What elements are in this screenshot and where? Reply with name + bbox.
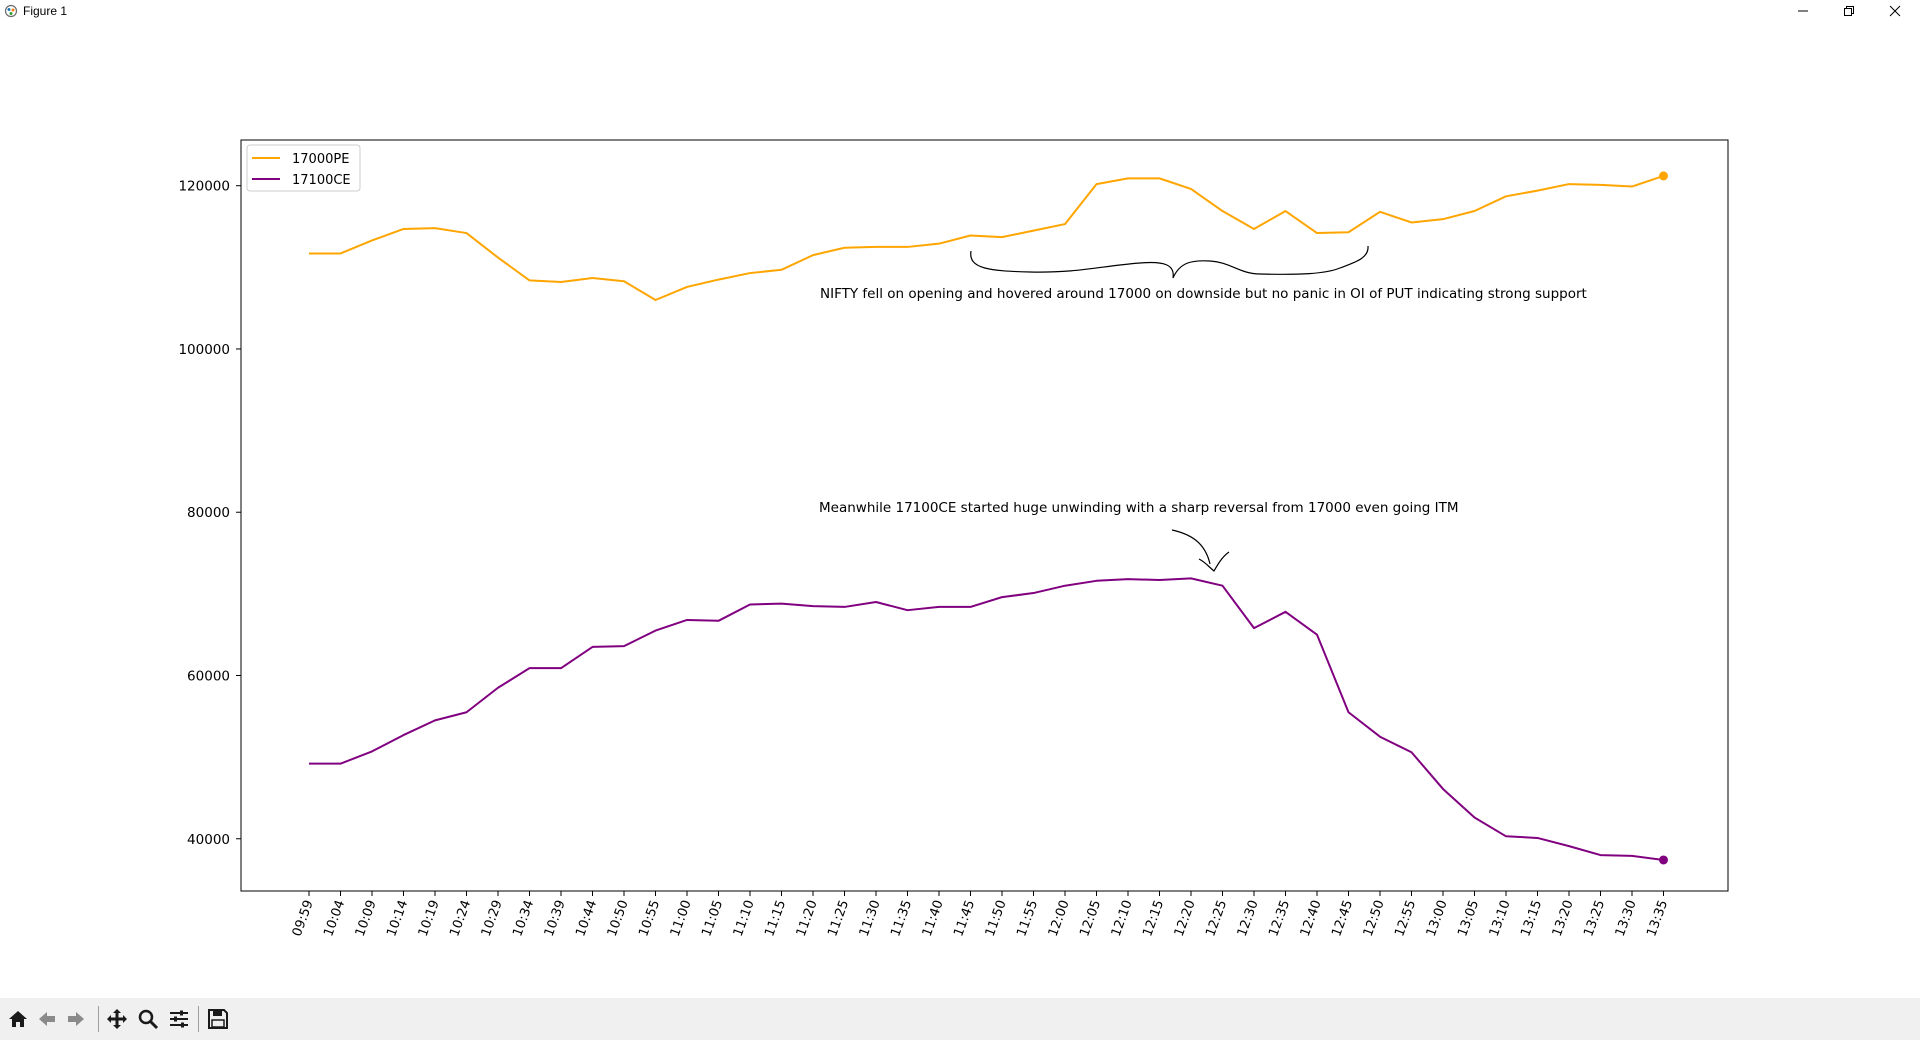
minimize-button[interactable]	[1780, 0, 1826, 22]
y-tick-label: 120000	[178, 179, 230, 195]
legend-label-17100ce: 17100CE	[292, 173, 351, 188]
x-tick-label: 12:40	[1298, 898, 1325, 938]
x-tick-label: 11:10	[731, 898, 758, 938]
x-tick-label: 12:45	[1329, 898, 1356, 938]
x-tick-label: 11:55	[1014, 898, 1041, 938]
series-line-17100ce	[309, 577, 1664, 861]
annotation-put-support: NIFTY fell on opening and hovered around…	[820, 286, 1587, 302]
forward-button[interactable]	[62, 1005, 90, 1033]
arrow-right-icon	[68, 1012, 84, 1026]
toolbar-separator	[98, 1006, 99, 1032]
floppy-disk-icon	[208, 1009, 228, 1029]
x-tick-label: 12:00	[1046, 898, 1073, 938]
x-tick-label: 11:40	[920, 898, 947, 938]
x-tick-label: 10:50	[605, 898, 632, 938]
x-tick-label: 10:04	[321, 898, 348, 938]
annotation-ce-unwinding: Meanwhile 17100CE started huge unwinding…	[819, 500, 1459, 516]
y-tick-label: 100000	[178, 342, 230, 358]
x-tick-label: 13:20	[1550, 898, 1577, 938]
x-tick-label: 10:44	[573, 898, 600, 938]
x-tick-label: 13:10	[1487, 898, 1514, 938]
x-tick-label: 12:50	[1361, 898, 1388, 938]
figure-canvas[interactable]: 40000 60000 80000 100000 120000 09:59 10:04 10:…	[0, 24, 1920, 998]
x-tick-label: 13:05	[1455, 898, 1482, 938]
save-button[interactable]	[204, 1005, 232, 1033]
x-tick-label: 12:55	[1392, 898, 1419, 938]
title-bar: Figure 1	[0, 0, 1920, 24]
y-tick-label: 40000	[187, 832, 230, 848]
maximize-icon	[1844, 6, 1854, 16]
x-tick-label: 11:30	[857, 898, 884, 938]
legend: 17000PE 17100CE	[246, 144, 361, 192]
x-tick-label: 13:15	[1518, 898, 1545, 938]
plot-area	[240, 139, 1729, 892]
magnifier-icon	[138, 1009, 159, 1030]
home-icon	[9, 1011, 27, 1027]
minimize-icon	[1798, 10, 1808, 12]
x-tick-label: 12:15	[1140, 898, 1167, 938]
x-tick-label: 12:10	[1109, 898, 1136, 938]
series-endpoint-17000pe	[1659, 171, 1668, 181]
x-tick-label: 12:30	[1235, 898, 1262, 938]
x-tick-label: 13:35	[1644, 898, 1671, 938]
sliders-icon	[170, 1010, 188, 1028]
x-tick-label: 13:00	[1424, 898, 1451, 938]
brace-annotation-mark	[970, 245, 1369, 279]
maximize-button[interactable]	[1826, 0, 1872, 22]
series-line-17000pe	[309, 174, 1664, 301]
x-tick-label: 11:35	[888, 898, 915, 938]
app-icon	[4, 4, 18, 18]
x-tick-label: 12:05	[1077, 898, 1104, 938]
x-tick-label: 13:30	[1613, 898, 1640, 938]
close-icon	[1889, 5, 1901, 17]
x-tick-label: 12:20	[1172, 898, 1199, 938]
x-tick-label: 10:39	[542, 898, 569, 938]
arrow-left-icon	[39, 1012, 55, 1026]
navigation-toolbar	[0, 998, 1920, 1040]
arrow-annotation-mark	[1171, 529, 1230, 572]
x-tick-label: 12:25	[1203, 898, 1230, 938]
x-tick-label: 10:09	[353, 898, 380, 938]
series-endpoint-17100ce	[1659, 855, 1668, 865]
x-tick-label: 11:25	[825, 898, 852, 938]
x-tick-label: 10:24	[447, 898, 474, 938]
configure-subplots-button[interactable]	[165, 1005, 193, 1033]
zoom-button[interactable]	[134, 1005, 162, 1033]
x-tick-label: 10:55	[636, 898, 663, 938]
x-tick-label: 11:20	[794, 898, 821, 938]
back-button[interactable]	[33, 1005, 61, 1033]
x-tick-label: 11:15	[762, 898, 789, 938]
y-tick-label: 60000	[187, 668, 230, 684]
x-tick-label: 10:19	[416, 898, 443, 938]
x-tick-label: 10:34	[510, 898, 537, 938]
toolbar-separator	[198, 1006, 199, 1032]
window-title: Figure 1	[23, 4, 68, 18]
y-tick-label: 80000	[187, 505, 230, 521]
x-tick-label: 11:00	[668, 898, 695, 938]
x-tick-label: 11:45	[951, 898, 978, 938]
move-icon	[107, 1009, 127, 1029]
legend-label-17000pe: 17000PE	[292, 152, 349, 167]
pan-button[interactable]	[103, 1005, 131, 1033]
x-tick-label: 11:05	[699, 898, 726, 938]
x-tick-label: 09:59	[290, 898, 317, 938]
close-button[interactable]	[1872, 0, 1918, 22]
x-tick-label: 10:14	[384, 898, 411, 938]
x-tick-label: 12:35	[1266, 898, 1293, 938]
home-button[interactable]	[4, 1005, 32, 1033]
x-tick-label: 11:50	[983, 898, 1010, 938]
x-tick-label: 13:25	[1581, 898, 1608, 938]
x-tick-label: 10:29	[479, 898, 506, 938]
